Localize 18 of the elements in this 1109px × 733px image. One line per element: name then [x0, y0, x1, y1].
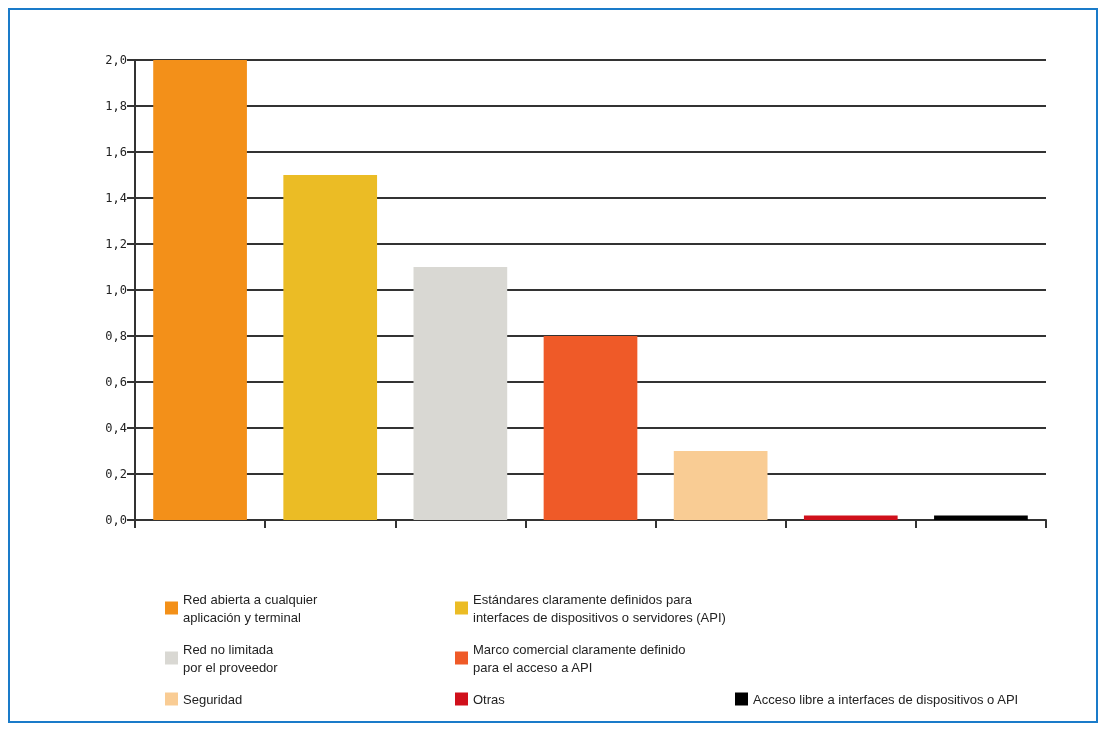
legend-label: Red no limitada por el proveedor [183, 641, 279, 675]
y-tick-label: 1,4 [105, 191, 127, 205]
y-tick-label: 0,6 [105, 375, 127, 389]
legend-label: Marco comercial claramente definido para el acceso a API [473, 641, 686, 675]
y-tick-label: 1,6 [105, 145, 127, 159]
y-tick-label: 0,8 [105, 329, 127, 343]
y-tick-label: 0,0 [105, 513, 127, 527]
legend-label: Estándares claramente definidos para interfaces de dispositivos o servidores (API) [473, 591, 726, 625]
y-tick-label: 1,0 [105, 283, 127, 297]
y-tick-label: 0,2 [105, 467, 127, 481]
y-tick-label: 1,2 [105, 237, 127, 251]
y-tick-label: 2,0 [105, 53, 127, 67]
legend-label: Otras [473, 691, 506, 707]
legend-label: Seguridad [183, 691, 243, 707]
legend-label: Acceso libre a interfaces de dispositivos o API [753, 691, 1019, 707]
y-tick-label: 0,4 [105, 421, 127, 435]
legend-label: Red abierta a cualquier aplicación y terminal [183, 591, 319, 625]
y-tick-label: 1,8 [105, 99, 127, 113]
